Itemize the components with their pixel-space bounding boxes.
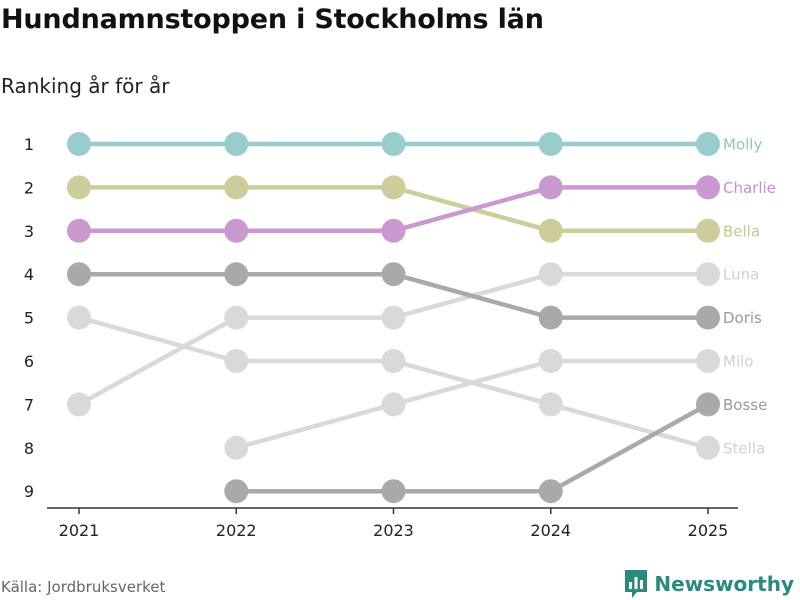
y-tick-label: 5: [24, 309, 34, 328]
data-point[interactable]: [67, 305, 91, 330]
data-point[interactable]: [224, 305, 249, 330]
data-point[interactable]: [224, 218, 249, 243]
series-milo[interactable]: Milo: [224, 349, 753, 460]
x-tick-label: 2022: [216, 521, 257, 540]
series-line-segment: [548, 402, 711, 494]
series-end-label: Charlie: [723, 179, 776, 197]
data-point[interactable]: [696, 262, 720, 287]
data-point[interactable]: [67, 218, 91, 243]
data-point[interactable]: [224, 262, 249, 287]
series-line-segment: [76, 315, 239, 364]
chart-title: Hundnamnstoppen i Stockholms län: [1, 4, 544, 35]
data-point[interactable]: [538, 392, 563, 417]
y-tick-label: 3: [24, 222, 34, 241]
y-tick-label: 7: [24, 395, 34, 414]
data-point[interactable]: [696, 392, 720, 417]
brand-name: Newsworthy: [654, 572, 794, 596]
y-tick-label: 8: [24, 439, 34, 458]
series-line-segment: [391, 271, 553, 320]
series-stella[interactable]: Stella: [67, 305, 765, 460]
series-end-label: Doris: [723, 309, 762, 327]
x-tick-label: 2023: [373, 521, 414, 540]
data-point[interactable]: [538, 262, 563, 287]
data-point[interactable]: [696, 435, 720, 460]
data-point[interactable]: [224, 479, 249, 504]
data-point[interactable]: [538, 132, 563, 156]
series-bosse[interactable]: Bosse: [224, 392, 767, 504]
series-line-segment: [391, 358, 553, 407]
series-line-segment: [234, 402, 396, 451]
data-point[interactable]: [538, 479, 563, 504]
x-tick-label: 2021: [59, 521, 100, 540]
data-point[interactable]: [381, 132, 406, 156]
x-tick-label: 2024: [530, 521, 571, 540]
chart-subtitle: Ranking år för år: [1, 74, 170, 98]
series-end-label: Milo: [723, 353, 753, 371]
data-point[interactable]: [224, 349, 249, 373]
series-line-segment: [548, 402, 711, 451]
y-tick-label: 1: [24, 135, 34, 154]
data-point[interactable]: [538, 305, 563, 330]
data-point[interactable]: [696, 305, 720, 330]
data-point[interactable]: [224, 435, 249, 460]
data-point[interactable]: [224, 175, 249, 200]
data-point[interactable]: [538, 175, 563, 200]
brand-logo[interactable]: Newsworthy: [624, 569, 794, 599]
series-end-label: Luna: [723, 266, 759, 284]
data-point[interactable]: [696, 218, 720, 243]
data-point[interactable]: [67, 132, 91, 156]
y-tick-label: 9: [24, 482, 34, 501]
series-charlie[interactable]: Charlie: [67, 175, 776, 243]
series-molly[interactable]: Molly: [67, 132, 762, 156]
data-point[interactable]: [538, 218, 563, 243]
data-point[interactable]: [696, 349, 720, 373]
data-point[interactable]: [381, 175, 406, 200]
data-point[interactable]: [67, 175, 91, 200]
series-end-label: Molly: [723, 136, 762, 154]
y-tick-label: 4: [24, 265, 34, 284]
series-line-segment: [76, 315, 239, 407]
y-tick-label: 2: [24, 178, 34, 197]
data-point[interactable]: [67, 392, 91, 417]
data-point[interactable]: [224, 132, 249, 156]
x-tick-label: 2025: [688, 521, 729, 540]
series-luna[interactable]: Luna: [67, 262, 759, 417]
newsworthy-logo-icon: [625, 570, 648, 598]
source-note: Källa: Jordbruksverket: [1, 578, 166, 596]
data-point[interactable]: [696, 175, 720, 200]
data-point[interactable]: [381, 349, 406, 373]
series-end-label: Bella: [723, 222, 760, 240]
y-tick-label: 6: [24, 352, 34, 371]
data-point[interactable]: [381, 262, 406, 287]
data-point[interactable]: [538, 349, 563, 373]
data-point[interactable]: [381, 479, 406, 504]
series-end-label: Stella: [723, 439, 765, 457]
data-point[interactable]: [696, 132, 720, 156]
data-point[interactable]: [381, 392, 406, 417]
series-doris[interactable]: Doris: [67, 262, 762, 330]
data-point[interactable]: [381, 305, 406, 330]
data-point[interactable]: [381, 218, 406, 243]
series-line-segment: [391, 185, 553, 234]
data-point[interactable]: [67, 262, 91, 287]
series-end-label: Bosse: [723, 396, 767, 414]
